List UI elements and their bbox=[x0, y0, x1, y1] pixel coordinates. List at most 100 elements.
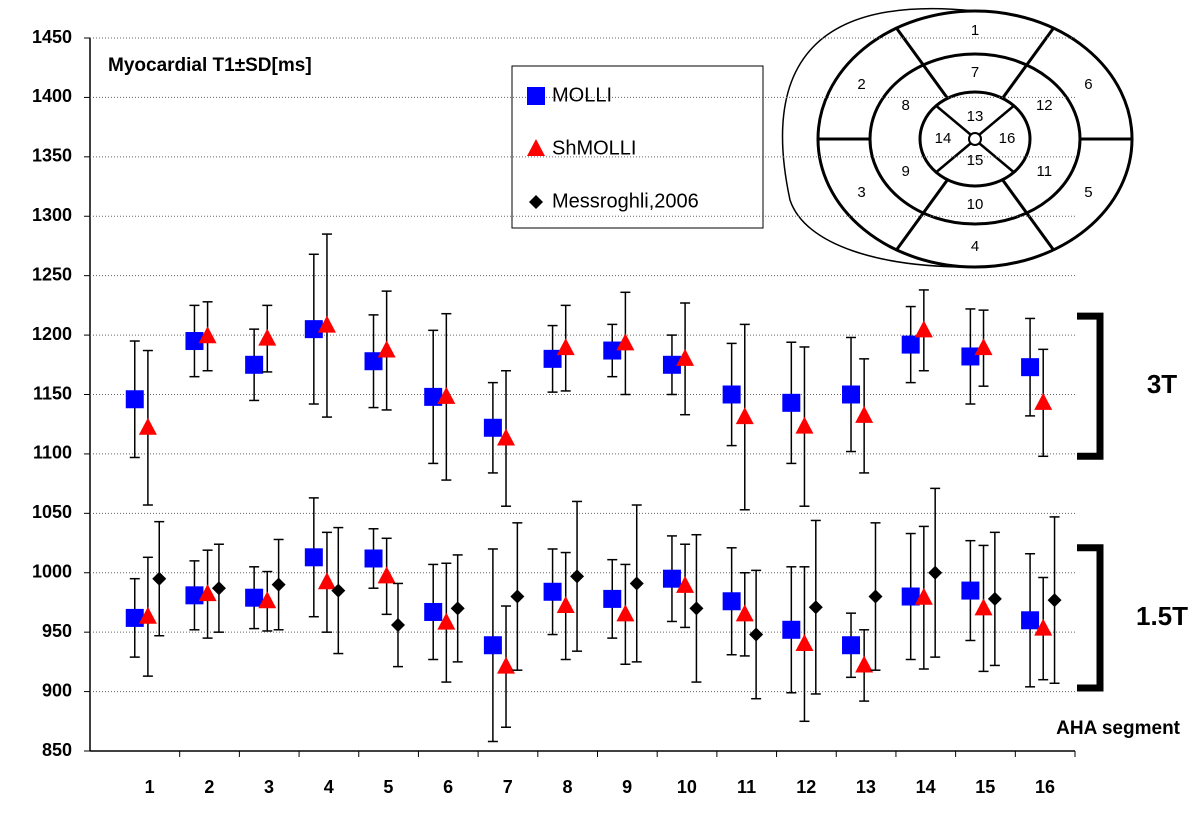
marker-square bbox=[782, 620, 801, 639]
marker-triangle bbox=[676, 348, 695, 366]
x-tick-label: 1 bbox=[145, 777, 155, 797]
x-tick-label: 8 bbox=[562, 777, 572, 797]
marker-triangle bbox=[676, 575, 695, 593]
marker-triangle bbox=[855, 655, 874, 673]
marker-diamond bbox=[331, 583, 346, 598]
segment-label: 3 bbox=[857, 184, 865, 201]
segment-label: 15 bbox=[967, 152, 984, 169]
marker-triangle bbox=[258, 591, 277, 609]
marker-square bbox=[901, 587, 920, 606]
marker-square bbox=[483, 636, 502, 655]
marker-square bbox=[245, 355, 264, 374]
y-tick-label: 900 bbox=[42, 680, 72, 700]
x-axis-label: AHA segment bbox=[1056, 718, 1181, 739]
marker-triangle bbox=[556, 338, 575, 356]
legend-label: Messroghli,2006 bbox=[552, 190, 699, 212]
marker-triangle bbox=[437, 386, 456, 404]
legend-marker bbox=[527, 139, 545, 156]
marker-triangle bbox=[317, 572, 336, 590]
marker-triangle bbox=[795, 416, 814, 434]
marker-diamond bbox=[271, 577, 286, 592]
marker-diamond bbox=[808, 600, 823, 615]
marker-triangle bbox=[497, 656, 516, 674]
x-tick-label: 5 bbox=[383, 777, 393, 797]
segment-divider bbox=[935, 142, 972, 174]
segment-divider bbox=[935, 104, 972, 136]
marker-square bbox=[364, 352, 383, 371]
marker-triangle bbox=[377, 340, 396, 358]
segment-label: 14 bbox=[935, 130, 952, 147]
segment-divider bbox=[1001, 178, 1055, 251]
legend-label: MOLLI bbox=[552, 84, 612, 106]
marker-square bbox=[782, 393, 801, 412]
marker-triangle bbox=[855, 405, 874, 423]
legend-marker bbox=[527, 87, 545, 105]
marker-triangle bbox=[497, 428, 516, 446]
segment-divider bbox=[978, 142, 1015, 174]
x-tick-label: 15 bbox=[975, 777, 995, 797]
y-tick-label: 1300 bbox=[32, 205, 72, 225]
marker-triangle bbox=[914, 587, 933, 605]
y-tick-label: 1250 bbox=[32, 264, 72, 284]
marker-triangle bbox=[974, 598, 993, 616]
bracket bbox=[1077, 312, 1104, 460]
marker-triangle bbox=[735, 407, 754, 425]
marker-triangle bbox=[377, 566, 396, 584]
marker-diamond bbox=[450, 601, 465, 616]
marker-square bbox=[543, 349, 562, 368]
aha-bullseye bbox=[781, 7, 1134, 269]
marker-square bbox=[1021, 611, 1040, 630]
marker-square bbox=[662, 355, 681, 374]
x-tick-label: 3 bbox=[264, 777, 274, 797]
y-tick-label: 1050 bbox=[32, 502, 72, 522]
heart-outline bbox=[781, 7, 976, 268]
marker-triangle bbox=[437, 612, 456, 630]
marker-square bbox=[961, 581, 980, 600]
marker-square bbox=[185, 332, 204, 351]
segment-label: 12 bbox=[1036, 97, 1053, 114]
marker-square bbox=[424, 387, 443, 406]
x-tick-label: 10 bbox=[677, 777, 697, 797]
marker-diamond bbox=[629, 576, 644, 591]
bracket bbox=[1077, 544, 1104, 692]
y-tick-label: 1100 bbox=[33, 443, 72, 463]
marker-triangle bbox=[317, 315, 336, 333]
apex bbox=[968, 132, 982, 146]
marker-square bbox=[424, 602, 443, 621]
marker-diamond bbox=[1047, 593, 1062, 608]
legend-label: ShMOLLI bbox=[552, 137, 636, 159]
marker-square bbox=[961, 347, 980, 366]
segment-label: 13 bbox=[967, 108, 984, 125]
chart-title: Myocardial T1±SD[ms] bbox=[108, 55, 312, 76]
marker-square bbox=[722, 592, 741, 611]
marker-square bbox=[722, 385, 741, 404]
marker-diamond bbox=[510, 589, 525, 604]
y-tick-label: 1150 bbox=[33, 383, 72, 403]
ring-inner bbox=[918, 90, 1032, 188]
marker-triangle bbox=[1034, 392, 1053, 410]
marker-square bbox=[125, 608, 144, 627]
marker-square bbox=[245, 588, 264, 607]
marker-square bbox=[543, 582, 562, 601]
marker-square bbox=[483, 418, 502, 437]
segment-label: 7 bbox=[971, 64, 979, 81]
segment-divider bbox=[1001, 27, 1055, 100]
segment-label: 10 bbox=[967, 196, 984, 213]
y-tick-label: 950 bbox=[42, 621, 72, 641]
marker-triangle bbox=[556, 596, 575, 614]
marker-triangle bbox=[1034, 618, 1053, 636]
y-tick-label: 1350 bbox=[32, 146, 72, 166]
marker-triangle bbox=[735, 604, 754, 622]
segment-label: 11 bbox=[1036, 163, 1052, 180]
marker-square bbox=[842, 385, 861, 404]
x-tick-label: 2 bbox=[204, 777, 214, 797]
segment-label: 8 bbox=[902, 97, 910, 114]
marker-square bbox=[1021, 358, 1040, 377]
marker-diamond bbox=[152, 571, 167, 586]
marker-square bbox=[304, 548, 323, 567]
marker-diamond bbox=[928, 565, 943, 580]
segment-label: 16 bbox=[999, 130, 1016, 147]
marker-diamond bbox=[749, 627, 764, 642]
